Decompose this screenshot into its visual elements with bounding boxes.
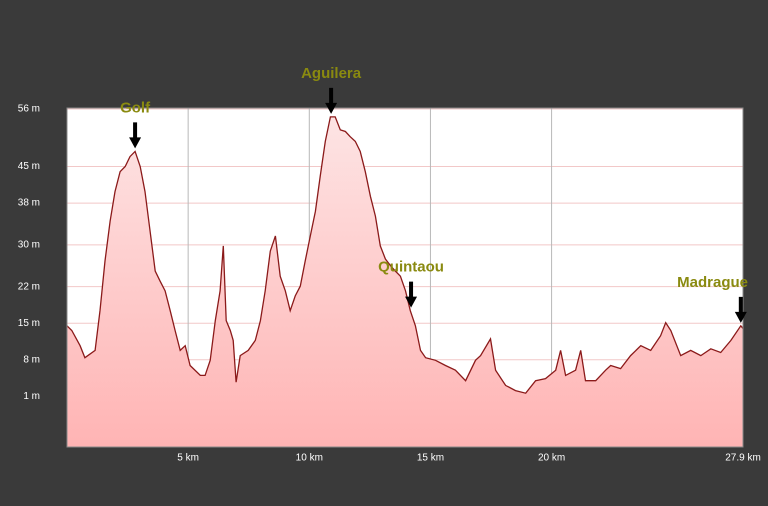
annotation-arrow [129,122,142,149]
annotation-label: Quintaou [378,259,444,276]
x-tick-label: 10 km [296,453,323,464]
y-tick-label: 1 m [23,391,40,402]
annotation-label: Aguilera [301,65,362,82]
y-tick-label: 15 m [18,318,40,329]
x-tick-label: 27.9 km [725,453,761,464]
y-tick-label: 38 m [18,198,40,209]
y-tick-label: 8 m [23,354,40,365]
x-tick-label: 15 km [417,453,444,464]
annotation-label: Golf [120,99,151,116]
y-tick-label: 56 m [18,104,40,115]
annotation-arrow [325,87,338,114]
annotation-arrow [405,281,418,308]
x-tick-label: 5 km [177,453,199,464]
y-tick-label: 22 m [18,281,40,292]
annotation-label: Madrague [677,274,748,291]
y-tick-label: 45 m [18,161,40,172]
y-tick-label: 30 m [18,239,40,250]
plot-border [66,107,744,448]
elevation-line [66,116,744,394]
elevation-area [67,116,743,448]
x-tick-label: 20 km [538,453,565,464]
annotation-arrow [734,296,747,323]
